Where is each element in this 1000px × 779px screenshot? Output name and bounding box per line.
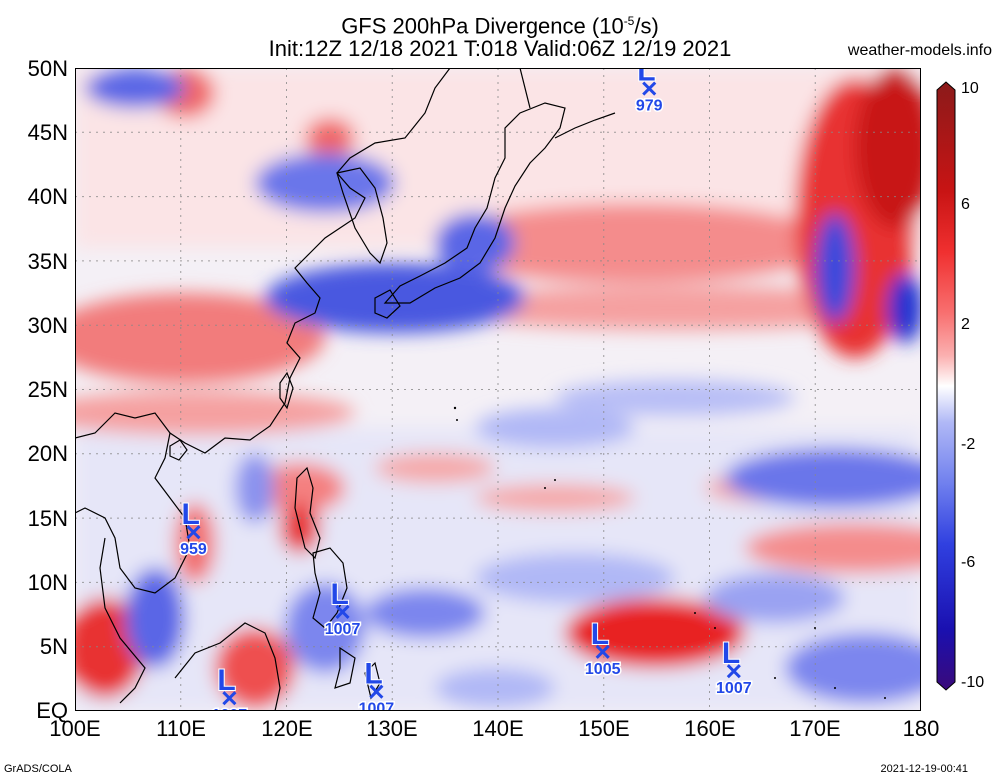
lat-label: 45N <box>27 120 68 145</box>
low-letter: L <box>591 618 609 651</box>
chart-title: GFS 200hPa Divergence (10-5/s) <box>341 13 659 39</box>
lat-label: 50N <box>27 56 68 81</box>
lon-label: 150E <box>578 716 630 741</box>
site-brand: weather-models.info <box>847 42 992 59</box>
low-center-x-icon <box>726 664 741 679</box>
lat-label: EQ <box>36 698 68 723</box>
lon-label: 140E <box>472 716 524 741</box>
low-letter: L <box>217 664 235 697</box>
low-pressure-value: 1007 <box>212 707 248 711</box>
colorbar-label: -6 <box>961 554 976 571</box>
low-letter: L <box>181 498 199 531</box>
lat-label: 15N <box>27 506 68 531</box>
low-marker: L 1007 <box>210 663 249 711</box>
footer-timestamp: 2021-12-19-00:41 <box>880 763 968 775</box>
lat-label: 40N <box>27 184 68 209</box>
chart-subtitle: Init:12Z 12/18 2021 T:018 Valid:06Z 12/1… <box>268 36 732 61</box>
lon-label: 110E <box>156 716 206 741</box>
lat-label: 25N <box>27 377 68 402</box>
lon-label: 170E <box>789 716 841 741</box>
lon-label: 100E <box>49 716 101 741</box>
low-pressure-value: 1005 <box>585 661 621 678</box>
lat-label: 35N <box>27 249 68 274</box>
low-pressure-value: 1007 <box>325 621 361 638</box>
low-center-x-icon <box>369 684 384 699</box>
lon-label: 160E <box>684 716 736 741</box>
low-center-x-icon <box>222 691 237 706</box>
lon-label: 130E <box>366 716 418 741</box>
colorbar <box>936 81 956 691</box>
low-marker: L 979 <box>634 68 664 116</box>
low-letter: L <box>364 658 382 691</box>
colorbar-label: -10 <box>961 674 985 691</box>
lat-label: 30N <box>27 313 68 338</box>
low-marker: L 1007 <box>357 657 396 711</box>
low-center-x-icon <box>595 644 610 659</box>
divergence-map: L 979 L 959 L 1007 L 1005 L 1007 L 1007 L 1007 <box>75 68 921 711</box>
lat-label: 5N <box>39 634 68 659</box>
graticule <box>75 68 921 711</box>
coastlines <box>75 68 616 711</box>
low-center-x-icon <box>335 604 350 620</box>
low-marker: L 1005 <box>583 617 622 680</box>
low-center-x-icon <box>642 81 657 96</box>
low-marker: L 1007 <box>323 577 362 640</box>
colorbar-label: 10 <box>961 80 979 97</box>
islands <box>453 406 886 699</box>
low-marker: L 959 <box>179 497 209 559</box>
low-pressure-value: 1007 <box>359 701 395 711</box>
lat-label: 10N <box>27 570 68 595</box>
low-letter: L <box>637 68 655 88</box>
low-letter: L <box>331 578 349 611</box>
footer-credit: GrADS/COLA <box>4 763 72 775</box>
lat-label: 20N <box>27 441 68 466</box>
low-center-x-icon <box>186 525 201 540</box>
lon-label: 120E <box>261 716 313 741</box>
low-marker: L 1007 <box>715 636 754 699</box>
low-pressure-markers: L 979 L 959 L 1007 L 1005 L 1007 L 1007 L 1007 <box>179 68 754 711</box>
low-pressure-value: 979 <box>636 98 663 115</box>
low-pressure-value: 959 <box>180 541 207 558</box>
colorbar-label: -2 <box>961 436 976 453</box>
low-pressure-value: 1007 <box>716 680 752 697</box>
low-letter: L <box>722 637 740 670</box>
lon-label: 180 <box>902 716 940 741</box>
colorbar-label: 2 <box>961 316 970 333</box>
colorbar-label: 6 <box>961 196 970 213</box>
